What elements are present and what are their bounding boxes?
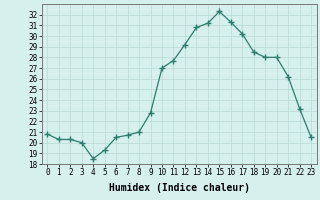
X-axis label: Humidex (Indice chaleur): Humidex (Indice chaleur): [109, 183, 250, 193]
